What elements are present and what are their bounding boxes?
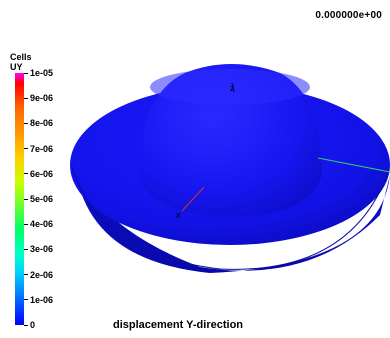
colorbar-tick: 1e-05: [24, 68, 53, 78]
colorbar-tick: 4e-06: [24, 219, 53, 229]
x-axis-label: x: [176, 210, 181, 220]
z-axis-line: [231, 82, 235, 93]
plot-caption: displacement Y-direction: [113, 319, 244, 331]
dome: [139, 64, 322, 217]
colorbar: [15, 73, 24, 325]
x-axis-line: [181, 186, 205, 212]
axes-triad: z x: [176, 82, 390, 220]
dome-highlight: [150, 69, 310, 105]
timestamp: 0.000000e+00: [315, 10, 382, 21]
colorbar-ticks: 1e-05 9e-06 8e-06 7e-06 6e-06 5e-06 4e-0…: [24, 68, 84, 330]
colorbar-tick: 9e-06: [24, 93, 53, 103]
z-axis-label: z: [230, 83, 235, 93]
colorbar-tick: 8e-06: [24, 118, 53, 128]
3d-viewport[interactable]: z x: [60, 55, 390, 285]
colorbar-tick: 7e-06: [24, 144, 53, 154]
colorbar-tick: 6e-06: [24, 169, 53, 179]
colorbar-tick: 5e-06: [24, 194, 53, 204]
legend-title: Cells UY: [10, 52, 32, 72]
legend-title-cells: Cells: [10, 52, 32, 62]
colorbar-tick: 1e-06: [24, 295, 53, 305]
brim-lower-edge: [71, 166, 389, 270]
legend-title-variable: UY: [10, 62, 23, 72]
colorbar-tick: 3e-06: [24, 244, 53, 254]
colorbar-tick: 2e-06: [24, 270, 53, 280]
y-axis-line: [317, 157, 390, 173]
colorbar-tick: 0: [24, 320, 35, 330]
